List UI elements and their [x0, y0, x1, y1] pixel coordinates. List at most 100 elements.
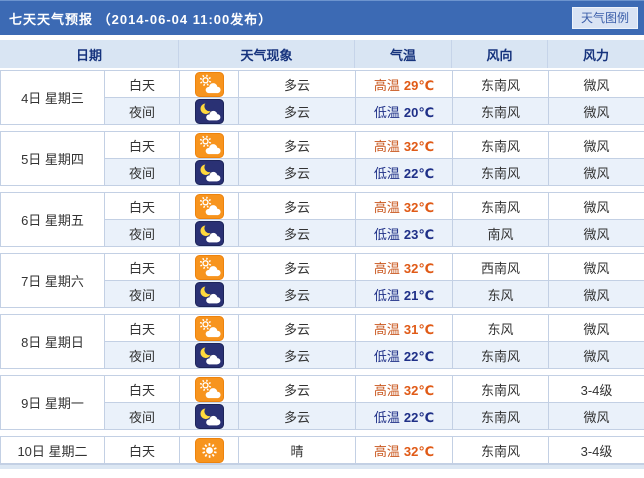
temp-value: 32℃ [403, 443, 435, 459]
phenomenon-cell: 多云 [238, 97, 356, 125]
weather-icon-cell [179, 219, 239, 247]
column-header-wind-direction: 风向 [452, 40, 548, 68]
daypart-label-cell: 白天 [104, 192, 180, 220]
wind-force-cell: 微风 [548, 219, 644, 247]
day-row: 6日 星期五 白天 多云 高温 32℃ 东南风 微风 [0, 192, 644, 247]
temp-label: 低温 [373, 287, 400, 303]
temp-label: 高温 [373, 77, 400, 93]
temperature-cell: 高温 32℃ [355, 253, 453, 281]
temperature-cell: 高温 32℃ [355, 375, 453, 403]
temp-value: 32℃ [403, 138, 435, 154]
wind-direction-cell: 东南风 [452, 97, 549, 125]
phenomenon-cell: 多云 [238, 131, 356, 159]
wind-direction-cell: 东南风 [452, 375, 549, 403]
night-row: 夜间 多云 低温 22℃ 东南风 微风 [1, 158, 644, 186]
day-group: 10日 星期二 白天 晴高温 32℃ 东南风 3-4级 [0, 436, 644, 464]
wind-force-cell: 微风 [548, 314, 644, 342]
daypart-label-cell: 夜间 [104, 341, 180, 369]
wind-force-cell: 微风 [548, 192, 644, 220]
partly-cloudy-day-icon [194, 132, 224, 158]
night-row: 夜间 多云 低温 23℃ 南风 微风 [1, 219, 644, 247]
temp-label: 低温 [373, 165, 400, 181]
cloudy-night-icon [194, 159, 224, 185]
date-cell: 10日 星期二 [0, 436, 105, 464]
wind-force-cell: 微风 [548, 97, 644, 125]
sunny-icon [194, 437, 224, 463]
temperature-cell: 低温 22℃ [355, 158, 453, 186]
phenomenon-cell: 多云 [238, 402, 356, 430]
cloudy-night-icon [194, 342, 224, 368]
daypart-label-cell: 夜间 [104, 97, 180, 125]
phenomenon-cell: 多云 [238, 192, 356, 220]
temp-value: 22℃ [403, 165, 435, 181]
temp-value: 32℃ [403, 260, 435, 276]
weather-icon-cell [179, 436, 239, 464]
wind-direction-cell: 南风 [452, 219, 549, 247]
date-cell: 9日 星期一 [0, 375, 105, 430]
weather-icon-cell [179, 158, 239, 186]
weather-legend-button[interactable]: 天气图例 [571, 7, 638, 29]
temp-value: 29℃ [403, 77, 435, 93]
wind-force-cell: 微风 [548, 341, 644, 369]
weather-icon-cell [179, 192, 239, 220]
cloudy-night-icon [194, 281, 224, 307]
temperature-cell: 低温 20℃ [355, 97, 453, 125]
weather-icon-cell [179, 341, 239, 369]
weather-icon-cell [179, 131, 239, 159]
wind-direction-cell: 东南风 [452, 341, 549, 369]
wind-force-cell: 3-4级 [548, 436, 644, 464]
page-title: 七天天气预报 （2014-06-04 11:00发布） [9, 11, 273, 27]
partly-cloudy-day-icon [194, 193, 224, 219]
temp-label: 高温 [373, 138, 400, 154]
wind-direction-cell: 东南风 [452, 70, 549, 98]
column-header-wind-force: 风力 [582, 47, 609, 63]
temp-label: 高温 [373, 260, 400, 276]
column-header-temperature: 气温 [355, 40, 452, 68]
weather-icon-cell [179, 97, 239, 125]
wind-force-cell: 微风 [548, 253, 644, 281]
date-cell: 5日 星期四 [0, 131, 105, 186]
daypart-label-cell: 夜间 [104, 219, 180, 247]
next-row-sliver [0, 464, 644, 469]
weather-icon-cell [179, 402, 239, 430]
phenomenon-cell: 多云 [238, 375, 356, 403]
wind-force-cell: 微风 [548, 131, 644, 159]
daypart-label-cell: 白天 [104, 253, 180, 281]
wind-direction-cell: 西南风 [452, 253, 549, 281]
wind-direction-cell: 东南风 [452, 131, 549, 159]
column-header-date: 日期 [0, 40, 179, 68]
temp-value: 23℃ [403, 226, 435, 242]
partly-cloudy-day-icon [194, 71, 224, 97]
date-cell: 8日 星期日 [0, 314, 105, 369]
temperature-cell: 高温 29℃ [355, 70, 453, 98]
cloudy-night-icon [194, 220, 224, 246]
wind-force-cell: 微风 [548, 158, 644, 186]
daypart-label-cell: 夜间 [104, 402, 180, 430]
day-group: 4日 星期三 白天 多云 高温 29℃ 东南风 微风 夜间 多云 低温 20℃ 东南风 微风 [0, 70, 644, 125]
night-row: 夜间 多云 低温 22℃ 东南风 微风 [1, 402, 644, 430]
temp-label: 低温 [373, 409, 400, 425]
weather-icon-cell [179, 70, 239, 98]
temp-label: 低温 [373, 348, 400, 364]
wind-direction-cell: 东风 [452, 280, 549, 308]
weather-icon-cell [179, 280, 239, 308]
titlebar: 七天天气预报 （2014-06-04 11:00发布） 天气图例 [0, 0, 644, 35]
day-row: 8日 星期日 白天 多云 高温 31℃ 东风 微风 [0, 314, 644, 369]
day-group: 6日 星期五 白天 多云 高温 32℃ 东南风 微风 夜间 多云 低温 23℃ 南风 微风 [0, 192, 644, 247]
wind-direction-cell: 东南风 [452, 402, 549, 430]
day-row: 4日 星期三 白天 多云 高温 29℃ 东南风 微风 [0, 70, 644, 125]
phenomenon-cell: 晴 [238, 436, 356, 464]
daypart-label-cell: 白天 [104, 375, 180, 403]
phenomenon-cell: 多云 [238, 219, 356, 247]
temperature-cell: 低温 22℃ [355, 341, 453, 369]
temp-value: 22℃ [403, 348, 435, 364]
weather-icon-cell [179, 253, 239, 281]
daypart-label-cell: 夜间 [104, 158, 180, 186]
temp-label: 高温 [373, 321, 400, 337]
temperature-cell: 低温 22℃ [355, 402, 453, 430]
temp-label: 低温 [373, 226, 400, 242]
wind-force-cell: 3-4级 [548, 375, 644, 403]
day-row: 7日 星期六 白天 多云 高温 32℃ 西南风 微风 [0, 253, 644, 308]
temperature-cell: 高温 32℃ [355, 192, 453, 220]
